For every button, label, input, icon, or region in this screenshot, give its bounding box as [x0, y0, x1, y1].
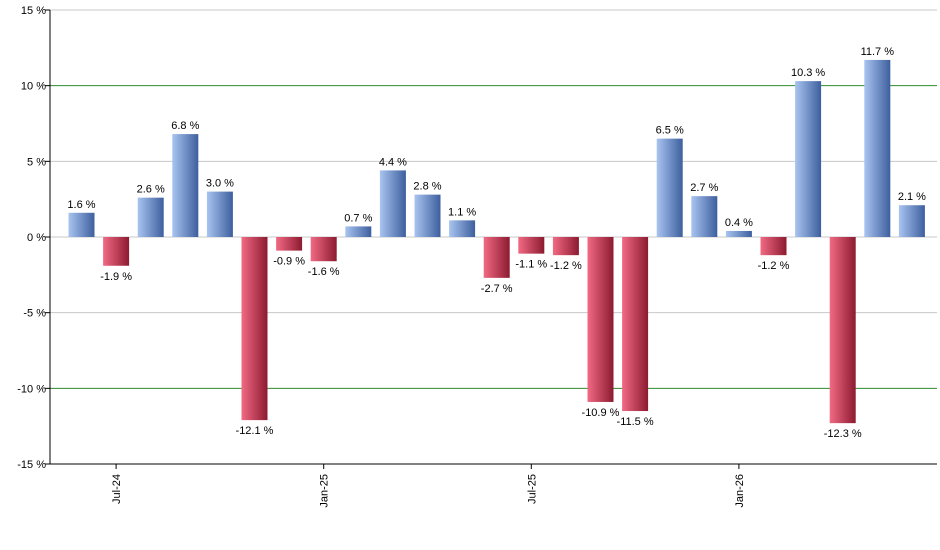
y-tick-label: 10 %	[21, 81, 46, 93]
axes: 15 % 10 % 5 % 0 % -5 % -10 % -15 % Jul-24 Jan-25…	[17, 5, 937, 508]
bars	[68, 59, 925, 424]
bar-value-label: 11.7 %	[861, 46, 895, 58]
bar-value-label: 6.5 %	[656, 125, 684, 137]
bar-value-label: 2.1 %	[898, 191, 926, 203]
bar-value-label: 0.4 %	[725, 217, 753, 229]
bar-value-label: -2.7 %	[481, 283, 513, 295]
bar-value-label: 0.7 %	[344, 212, 372, 224]
x-tick-label: Jul-24	[111, 474, 123, 504]
bar-positive	[691, 196, 718, 237]
bar-positive	[898, 205, 925, 237]
bar-negative	[483, 237, 510, 278]
bar-value-label: 2.7 %	[690, 182, 718, 194]
bar-negative	[276, 237, 303, 251]
bar-positive	[137, 197, 164, 237]
bar-negative	[103, 237, 130, 266]
bar-value-label: -11.5 %	[617, 416, 654, 428]
bar-positive	[656, 138, 683, 237]
bar-value-label: -1.2 %	[758, 260, 790, 272]
bar-negative	[622, 237, 649, 412]
bar-value-label: 3.0 %	[206, 178, 234, 190]
x-tick-label: Jan-25	[319, 474, 331, 508]
y-tick-label: -15 %	[17, 459, 46, 471]
bar-positive	[68, 212, 95, 237]
bar-positive	[206, 191, 233, 237]
x-tick-label: Jul-25	[526, 474, 538, 504]
bar-value-label: -10.9 %	[582, 407, 620, 419]
y-tick-label: -5 %	[23, 308, 46, 320]
bar-value-label: -1.2 %	[550, 260, 582, 272]
y-tick-label: 0 %	[27, 232, 46, 244]
bar-negative	[241, 237, 268, 421]
bar-value-label: 6.8 %	[171, 120, 199, 132]
bar-positive	[725, 230, 752, 237]
bar-value-label: 1.6 %	[67, 199, 95, 211]
bar-positive	[379, 170, 406, 237]
x-tick-label: Jan-26	[734, 474, 746, 508]
y-tick-label: 15 %	[21, 5, 46, 17]
bar-value-label: 10.3 %	[791, 67, 825, 79]
bar-negative	[552, 237, 579, 256]
bar-value-label: 2.8 %	[413, 181, 441, 193]
bar-positive	[414, 194, 441, 237]
bar-value-label: -1.1 %	[515, 259, 547, 271]
bar-positive	[795, 81, 822, 237]
bar-value-label: -1.6 %	[308, 266, 340, 278]
bar-value-label: -1.9 %	[100, 271, 132, 283]
bar-negative	[760, 237, 787, 256]
bar-value-label: -12.3 %	[824, 428, 862, 440]
bar-value-label: 1.1 %	[448, 206, 476, 218]
bar-positive	[345, 226, 372, 237]
bar-value-label: -12.1 %	[236, 425, 274, 437]
bar-value-label: 4.4 %	[379, 156, 407, 168]
bar-value-label: -0.9 %	[273, 256, 305, 268]
y-tick-label: -10 %	[17, 383, 46, 395]
data-labels: 1.6 %-1.9 %2.6 %6.8 %3.0 %-12.1 %-0.9 %-…	[67, 46, 926, 440]
bar-negative	[829, 237, 856, 424]
bar-negative	[310, 237, 337, 262]
bar-negative	[518, 237, 545, 254]
bar-value-label: 2.6 %	[137, 184, 165, 196]
bar-positive	[172, 134, 199, 237]
bar-negative	[587, 237, 614, 402]
bar-positive	[449, 220, 476, 237]
y-tick-label: 5 %	[27, 156, 46, 168]
bar-positive	[864, 59, 891, 237]
